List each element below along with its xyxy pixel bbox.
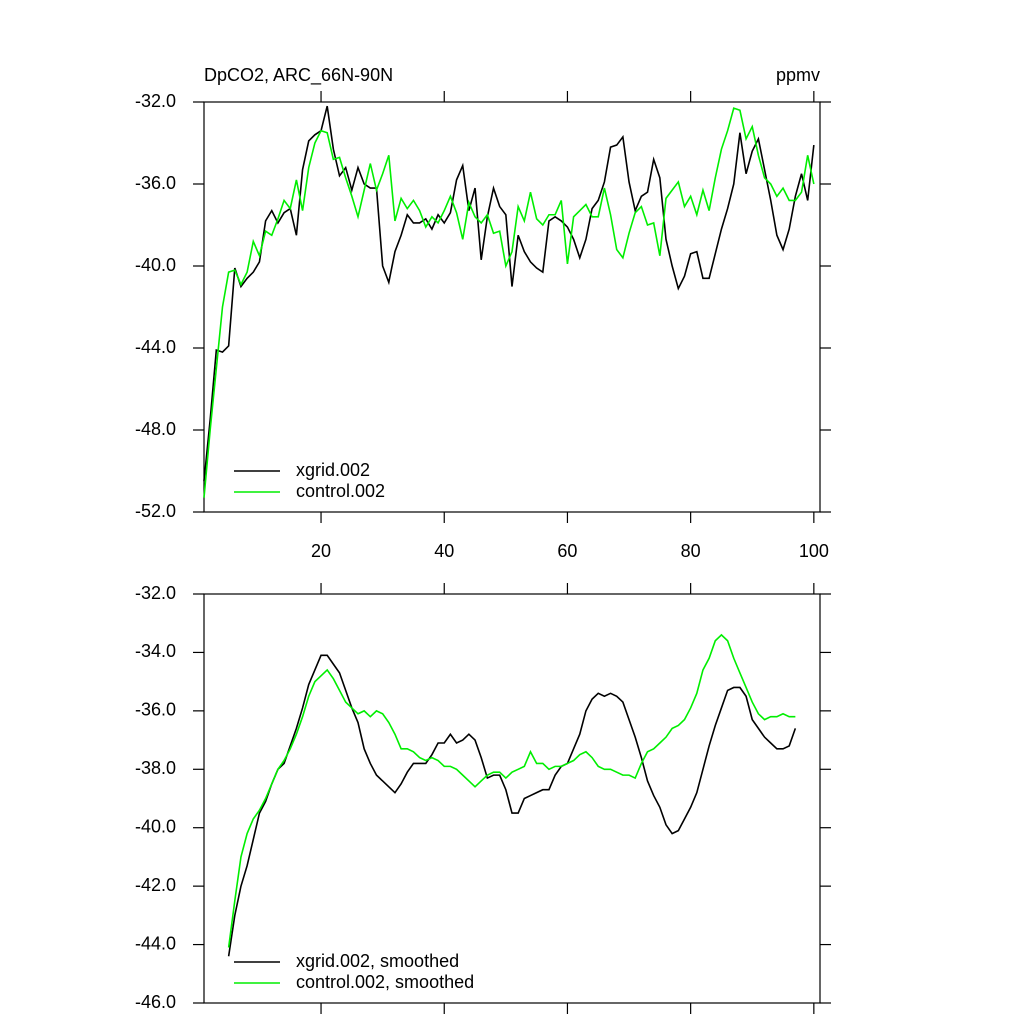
plot-frame (203, 593, 821, 1004)
x-tick-label: 20 (311, 541, 331, 561)
y-tick-label: -46.0 (135, 992, 176, 1012)
y-tick-label: -52.0 (135, 501, 176, 521)
y-tick-label: -44.0 (135, 933, 176, 953)
y-tick-label: -40.0 (135, 255, 176, 275)
x-tick-label: 80 (681, 541, 701, 561)
x-tick-label: 100 (799, 541, 829, 561)
y-tick-label: -34.0 (135, 641, 176, 661)
series-line (227, 654, 797, 957)
y-tick-label: -32.0 (135, 583, 176, 603)
y-tick-label: -40.0 (135, 816, 176, 836)
y-tick-label: -36.0 (135, 173, 176, 193)
series-line (227, 633, 796, 948)
units-label: ppmv (776, 65, 820, 85)
y-tick-label: -38.0 (135, 758, 176, 778)
y-tick-label: -32.0 (135, 91, 176, 111)
series-line (203, 105, 815, 482)
x-tick-label: 60 (557, 541, 577, 561)
y-tick-label: -44.0 (135, 337, 176, 357)
y-tick-label: -48.0 (135, 419, 176, 439)
y-tick-label: -36.0 (135, 700, 176, 720)
legend-label: xgrid.002 (296, 460, 370, 480)
y-tick-label: -42.0 (135, 875, 176, 895)
legend-label: control.002, smoothed (296, 972, 474, 992)
legend-label: control.002 (296, 481, 385, 501)
plot-frame (203, 101, 821, 513)
chart-title: DpCO2, ARC_66N-90N (204, 65, 393, 86)
legend-label: xgrid.002, smoothed (296, 951, 459, 971)
series-line (203, 107, 815, 498)
x-tick-label: 40 (434, 541, 454, 561)
